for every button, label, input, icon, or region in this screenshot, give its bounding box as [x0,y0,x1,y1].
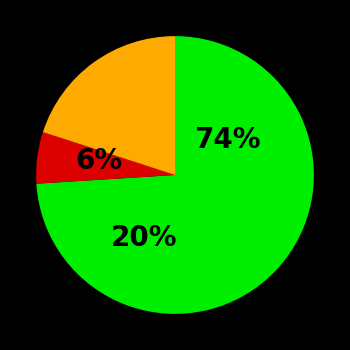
Wedge shape [43,36,175,175]
Wedge shape [36,36,314,314]
Text: 6%: 6% [75,147,122,175]
Text: 74%: 74% [195,126,261,154]
Text: 20%: 20% [111,224,178,252]
Wedge shape [36,132,175,184]
